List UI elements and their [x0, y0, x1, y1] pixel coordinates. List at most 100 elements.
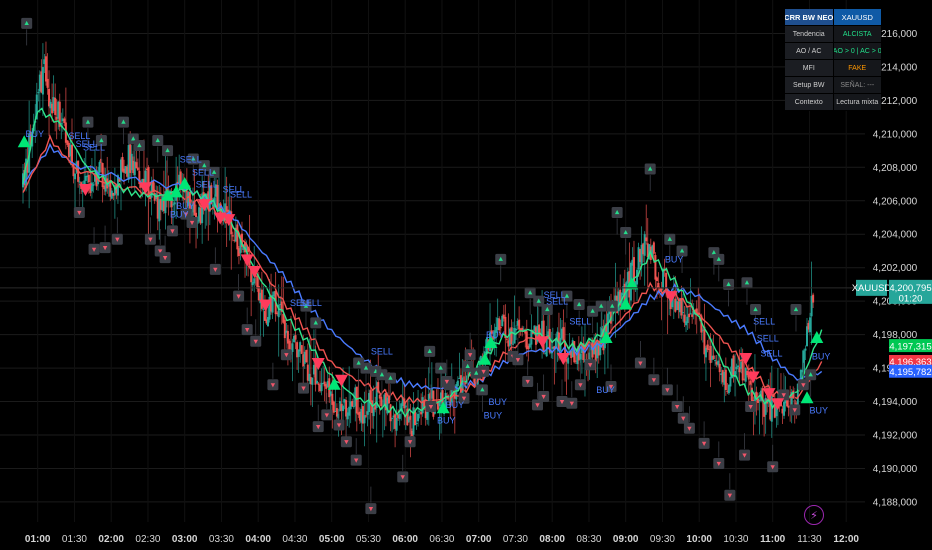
candle-body	[351, 401, 354, 407]
pivot-down-icon	[467, 353, 473, 358]
candle-body	[804, 348, 807, 351]
candle-body	[701, 329, 704, 331]
candle-body	[458, 377, 461, 379]
time-tick-label: 08:00	[539, 534, 565, 545]
candle-body	[369, 390, 372, 402]
candle-body	[296, 342, 299, 358]
candle-body	[553, 346, 556, 350]
candle-body	[678, 298, 681, 313]
candle-body	[300, 345, 303, 354]
candle-body	[521, 327, 524, 332]
candle-body	[198, 207, 201, 222]
candle-body	[683, 314, 686, 323]
buy-triangle-icon	[17, 135, 31, 148]
candle-body	[741, 358, 744, 381]
candle-body	[525, 331, 528, 350]
candle-body	[352, 406, 355, 408]
candle-body	[185, 190, 188, 203]
pivot-up-icon	[808, 372, 813, 377]
candle-body	[58, 101, 61, 127]
signal-label: SELL	[68, 131, 90, 141]
info-panel: CRR BW NEO XAUUSD Tendencia ALCISTA AO /…	[785, 9, 881, 111]
panel-row-label: MFI	[785, 60, 833, 76]
candle-body	[574, 360, 577, 362]
candle-body	[810, 295, 813, 317]
pivot-down-icon	[716, 461, 721, 467]
candle-body	[484, 351, 487, 353]
candle-body	[507, 340, 510, 347]
panel-row-label: Tendencia	[785, 26, 833, 42]
candle-body	[124, 166, 127, 174]
signal-label: BUY	[484, 410, 503, 420]
candle-body	[807, 322, 810, 330]
candle-body	[286, 331, 289, 344]
candle-body	[743, 378, 746, 380]
candle-body	[769, 389, 772, 420]
candle-body	[48, 88, 51, 107]
pivot-down-icon	[665, 388, 670, 393]
candle-body	[375, 382, 378, 408]
price-tick-label: 4,210,000	[873, 129, 918, 140]
candle-body	[689, 313, 692, 315]
candle-body	[268, 296, 271, 320]
candle-body	[391, 417, 394, 419]
candle-body	[749, 380, 752, 386]
candle-body	[291, 343, 294, 352]
candle-body	[802, 350, 805, 373]
candle-body	[717, 360, 720, 366]
candle-body	[527, 345, 530, 350]
candle-body	[37, 92, 40, 94]
time-tick-label: 11:30	[797, 534, 822, 545]
pivot-up-icon	[623, 229, 628, 235]
candle-body	[110, 190, 113, 199]
pivot-up-icon	[99, 137, 104, 143]
pivot-down-icon	[77, 210, 82, 216]
candle-body	[652, 242, 655, 254]
pivot-up-icon	[480, 387, 485, 392]
pivot-up-icon	[590, 308, 595, 313]
candle-body	[441, 390, 444, 412]
candle-body	[311, 377, 314, 385]
candle-body	[193, 201, 196, 216]
candle-body	[147, 167, 150, 197]
candle-body	[374, 404, 377, 410]
candle-body	[239, 236, 242, 254]
candle-body	[118, 178, 121, 182]
candle-body	[551, 346, 554, 349]
candle-body	[706, 344, 709, 350]
candle-body	[270, 295, 273, 312]
candle-body	[67, 142, 70, 158]
candle-body	[383, 394, 386, 406]
candle-body	[161, 194, 164, 211]
pivot-down-icon	[148, 237, 153, 242]
candle-body	[510, 327, 513, 345]
candle-body	[297, 349, 300, 357]
candle-body	[377, 382, 380, 393]
time-axis[interactable]: 01:00 01:30 02:00 02:30 03:00 03:30 04:00 04:30…	[25, 534, 860, 545]
pivot-up-icon	[527, 290, 533, 295]
candle-body	[245, 244, 248, 250]
sell-triangle-icon	[240, 254, 254, 267]
candle-body	[518, 319, 521, 330]
candle-body	[368, 393, 371, 412]
candle-body	[576, 348, 579, 365]
candle-body	[303, 351, 306, 364]
candle-body	[75, 161, 78, 173]
candle-body	[738, 367, 741, 373]
candle-body	[309, 377, 312, 385]
candle-body	[225, 206, 228, 212]
last-price-value: 4,200,795	[889, 283, 931, 294]
candle-body	[395, 417, 398, 431]
pivot-down-icon	[674, 404, 680, 410]
lightning-bolt-icon[interactable]: ⚡	[804, 505, 824, 525]
candle-body	[319, 384, 322, 392]
candle-body	[715, 361, 718, 365]
candle-body	[600, 326, 603, 337]
candle-body	[614, 295, 617, 303]
pivot-up-icon	[379, 372, 385, 377]
buy-triangle-icon	[478, 352, 492, 365]
candle-body	[345, 400, 348, 417]
pivot-down-icon	[354, 458, 359, 463]
candle-body	[499, 327, 502, 329]
